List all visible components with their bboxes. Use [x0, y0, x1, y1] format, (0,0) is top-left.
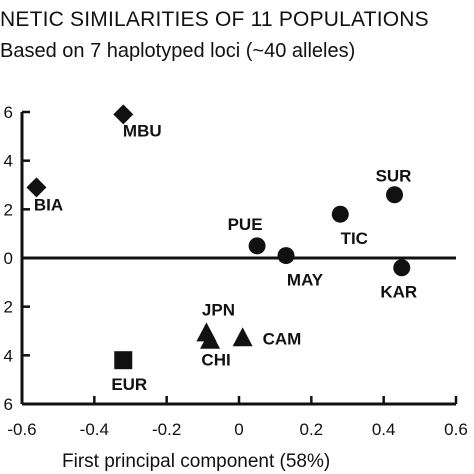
x-tick-label: 0	[234, 420, 243, 439]
y-tick-label: 2	[4, 200, 13, 219]
point-chi-triangle-marker	[200, 329, 221, 349]
point-bia-label: BIA	[34, 195, 63, 214]
point-eur-label: EUR	[111, 375, 147, 394]
point-may-circle-marker	[277, 247, 295, 265]
point-cam-label: CAM	[263, 329, 302, 348]
chart-title: NETIC SIMILARITIES OF 11 POPULATIONS	[0, 8, 429, 31]
chart-subtitle: Based on 7 haplotyped loci (~40 alleles)	[0, 40, 356, 62]
point-sur-circle-marker	[386, 186, 404, 204]
y-tick-label: 0	[4, 249, 13, 268]
x-tick-label: 0.4	[372, 420, 396, 439]
point-tic-label: TIC	[341, 229, 368, 248]
point-sur-label: SUR	[376, 167, 412, 186]
point-mbu-diamond-marker	[113, 104, 134, 125]
x-tick-label: 0.6	[444, 420, 468, 439]
point-jpn-label: JPN	[202, 300, 235, 319]
point-tic-circle-marker	[331, 205, 349, 223]
point-bia-diamond-marker	[26, 177, 47, 198]
data-points	[26, 104, 411, 370]
y-tick-labels: 6 4 2 0 2 4 6	[4, 103, 30, 414]
y-tick-label: 6	[4, 395, 13, 414]
y-tick-label: 4	[4, 152, 13, 171]
x-tick-label: -0.4	[80, 420, 109, 439]
point-mbu-label: MBU	[123, 121, 162, 140]
x-tick-label: 0.2	[300, 420, 324, 439]
point-kar-circle-marker	[393, 259, 411, 277]
point-pue-label: PUE	[228, 215, 263, 234]
y-tick-label: 4	[4, 346, 13, 365]
point-may-label: MAY	[287, 271, 324, 290]
point-chi-label: CHI	[201, 351, 230, 370]
x-tick-label: -0.6	[7, 420, 36, 439]
point-cam-triangle-marker	[232, 327, 253, 347]
point-eur-square-marker	[114, 351, 133, 370]
y-tick-label: 6	[4, 103, 13, 122]
x-tick-label: -0.2	[152, 420, 181, 439]
point-pue-circle-marker	[248, 237, 266, 255]
x-tick-labels: -0.6 -0.4 -0.2 0 0.2 0.4 0.6	[7, 396, 468, 439]
point-labels: MBU BIA SUR TIC PUE MAY KAR JPN CHI CAM EUR	[34, 121, 417, 394]
x-axis-label: First principal component (58%)	[62, 451, 331, 472]
y-tick-label: 2	[4, 298, 13, 317]
point-kar-label: KAR	[380, 283, 417, 302]
axes	[20, 112, 456, 406]
